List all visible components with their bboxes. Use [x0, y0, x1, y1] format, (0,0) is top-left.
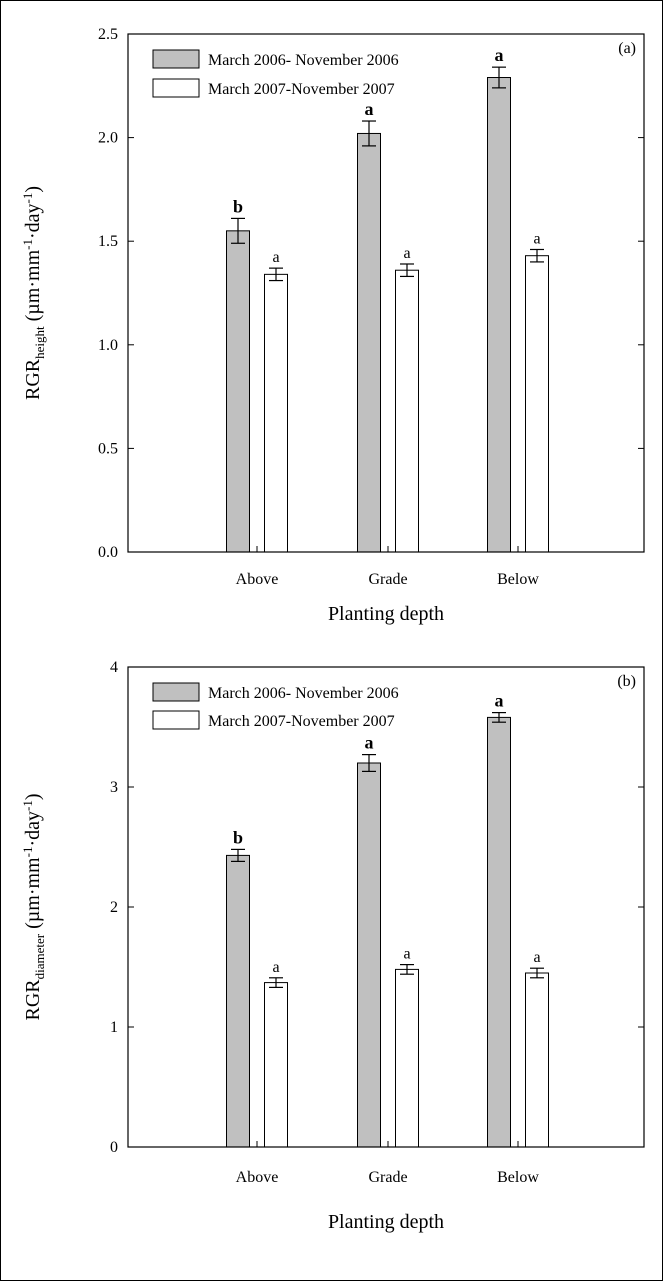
panel-b-significance-letter: a — [272, 959, 279, 976]
y-axis-title-part: -1 — [20, 193, 35, 204]
chart-panel-b: b a a a a a 0 1 2 3 4 Above Grade Below Planting depth… — [20, 659, 645, 1233]
panel-b-x-tick-label: Above — [236, 1169, 279, 1186]
panel-b-bar — [525, 972, 549, 1148]
panel-b-bar — [395, 968, 419, 1148]
panel-a-y-tick-label: 0.0 — [98, 544, 118, 561]
y-axis-title-part: -1 — [20, 239, 35, 250]
panel-a-y-tick-label: 2.0 — [98, 130, 118, 147]
panel-a-significance-letter: a — [533, 230, 540, 247]
panel-b-plot-frame — [127, 666, 645, 1148]
panel-b-significance-letter: a — [403, 946, 410, 963]
panel-a-panel-label: (a) — [618, 40, 636, 57]
panel-a-significance-letter: a — [403, 245, 410, 262]
panel-b-legend-swatch — [152, 710, 200, 730]
panel-a-significance-letter: a — [495, 45, 504, 65]
panel-b-y-axis-title: RGRdiameter (µm·mm-1·day-1) — [20, 793, 47, 1020]
panel-b-x-tick-label: Below — [497, 1169, 539, 1186]
panel-a-significance-letter: b — [233, 196, 243, 216]
panel-a-significance-letter: a — [365, 99, 374, 119]
panel-b-panel-label: (b) — [617, 673, 636, 690]
panel-a-legend-swatch — [152, 49, 200, 69]
y-axis-title-part: -1 — [20, 847, 35, 858]
y-axis-title-part: -1 — [20, 800, 35, 811]
y-axis-title-part: (µm·mm — [22, 857, 44, 934]
panel-b-y-tick-label: 4 — [110, 659, 118, 676]
panel-a-legend-swatch — [152, 78, 200, 98]
panel-a-y-axis-title: RGRheight (µm·mm-1·day-1) — [20, 186, 47, 400]
panel-b-y-tick-label: 1 — [110, 1019, 118, 1036]
y-axis-title-part: (µm·mm — [22, 249, 44, 326]
panel-b-bar — [264, 982, 288, 1148]
panel-a-x-tick-label: Below — [497, 571, 539, 588]
panel-a-bar — [395, 269, 419, 553]
y-axis-title-part: RGR — [22, 358, 44, 400]
panel-a-x-tick-label: Grade — [368, 571, 407, 588]
panel-b-bar — [226, 854, 250, 1148]
panel-a-x-tick-label: Above — [236, 571, 279, 588]
panel-b-x-tick-label: Grade — [368, 1169, 407, 1186]
panel-a-significance-letter: a — [272, 249, 279, 266]
panel-b-significance-letter: b — [233, 827, 243, 847]
panel-a-y-tick-label: 1.5 — [98, 233, 118, 250]
panel-a-y-tick-label: 1.0 — [98, 337, 118, 354]
panel-a-bar — [264, 273, 288, 553]
panel-a-bar — [525, 255, 549, 553]
panel-b-significance-letter: a — [533, 949, 540, 966]
panel-a-bar — [357, 132, 381, 553]
panel-b-bar — [357, 762, 381, 1148]
panel-b-x-axis-title: Planting depth — [328, 1211, 444, 1233]
panel-a-x-axis-title: Planting depth — [328, 603, 444, 625]
panel-a-bar — [226, 230, 250, 553]
panel-b-y-tick-label: 2 — [110, 899, 118, 916]
panel-b-significance-letter: a — [495, 691, 504, 711]
panel-a-legend-label: March 2007-November 2007 — [208, 81, 395, 98]
y-axis-title-part: ) — [22, 186, 44, 193]
panel-b-significance-letter: a — [365, 733, 374, 753]
y-axis-title-part: diameter — [32, 933, 47, 979]
chart-panel-a: b a a a a a 0.0 0.5 1.0 1.5 2.0 2.5 Above Grade Below P… — [20, 26, 645, 625]
y-axis-title-part: ·day — [22, 203, 44, 239]
panel-b-legend-label: March 2007-November 2007 — [208, 713, 395, 730]
panel-a-y-tick-label: 0.5 — [98, 440, 118, 457]
y-axis-title-part: height — [32, 326, 47, 359]
panel-b-y-tick-label: 0 — [110, 1139, 118, 1156]
y-axis-title-part: ·day — [22, 811, 44, 847]
panel-a-legend-label: March 2006- November 2006 — [208, 52, 399, 69]
panel-a-y-tick-label: 2.5 — [98, 26, 118, 43]
panel-a-bar — [487, 77, 511, 553]
panel-b-bar — [487, 716, 511, 1148]
panel-b-legend-swatch — [152, 682, 200, 702]
panel-b-legend-label: March 2006- November 2006 — [208, 685, 399, 702]
y-axis-title-part: ) — [22, 793, 44, 800]
panel-a-plot-frame — [127, 33, 645, 553]
panel-b-y-tick-label: 3 — [110, 779, 118, 796]
y-axis-title-part: RGR — [22, 979, 44, 1021]
